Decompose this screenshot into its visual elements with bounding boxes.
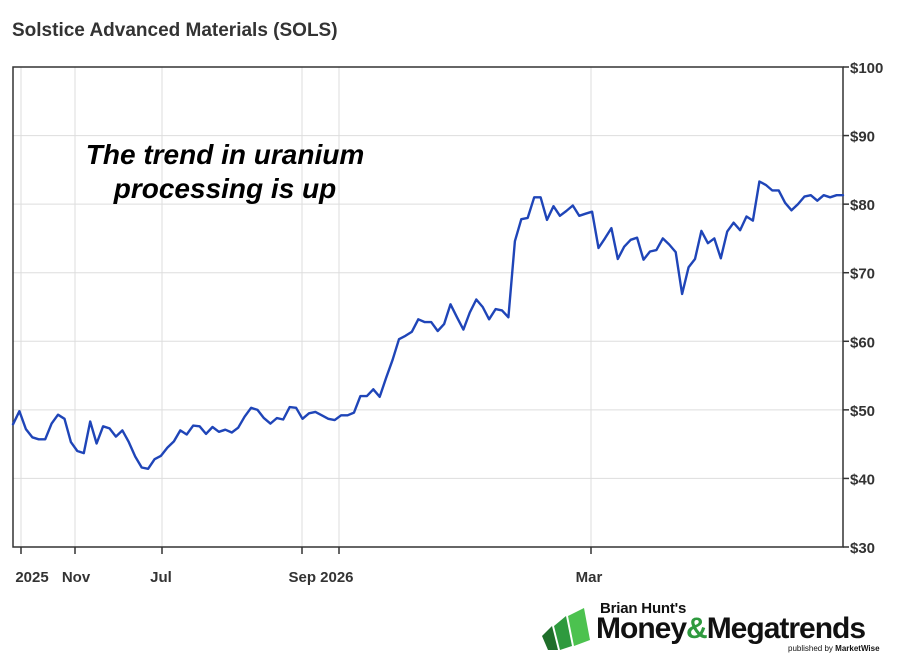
logo-ampersand: &	[686, 612, 708, 645]
x-tick-label: Jul	[150, 569, 172, 586]
x-axis: 2025 Nov Jul Sep 2026 Mar	[15, 547, 602, 586]
logo-word-megatrends: Megatrends	[706, 612, 866, 645]
y-tick-label: $50	[850, 403, 875, 420]
price-series	[11, 180, 845, 470]
chart-svg: $30 $40 $50 $60 $70 $80 $90 $100 2025 Nov Jul Sep …	[11, 60, 883, 586]
annotation-line-1: The trend in uranium	[85, 139, 365, 170]
logo-word-money: Money	[596, 612, 687, 645]
logo-main-text: Money&Megatrends	[596, 612, 866, 646]
y-tick-label: $80	[850, 197, 875, 214]
logo-publisher-name: MarketWise	[835, 644, 880, 653]
chart-annotation: The trend in uranium processing is up	[60, 138, 390, 206]
grid-lines	[13, 67, 843, 547]
logo-publisher-text: published by MarketWise	[788, 644, 880, 653]
y-tick-label: $90	[850, 129, 875, 146]
plot-frame	[12, 66, 844, 548]
chart-title: Solstice Advanced Materials (SOLS)	[12, 20, 338, 41]
x-tick-label: 2025	[15, 569, 48, 586]
x-tick-label: Mar	[576, 569, 603, 586]
y-axis: $30 $40 $50 $60 $70 $80 $90 $100	[843, 60, 883, 557]
money-megatrends-logo: Brian Hunt's Money&Megatrends published …	[540, 598, 885, 656]
y-tick-label: $100	[850, 60, 883, 77]
logo-top-text: Brian Hunt's	[600, 600, 687, 617]
y-tick-label: $70	[850, 266, 875, 283]
x-tick-label: Nov	[62, 569, 91, 586]
y-tick-label: $40	[850, 471, 875, 488]
price-line	[11, 180, 845, 470]
logo-bars-icon	[542, 608, 590, 650]
x-tick-label: Sep 2026	[288, 569, 353, 586]
y-tick-label: $30	[850, 540, 875, 557]
logo-publisher-prefix: published by	[788, 644, 836, 653]
annotation-line-2: processing is up	[113, 173, 337, 204]
y-tick-label: $60	[850, 334, 875, 351]
